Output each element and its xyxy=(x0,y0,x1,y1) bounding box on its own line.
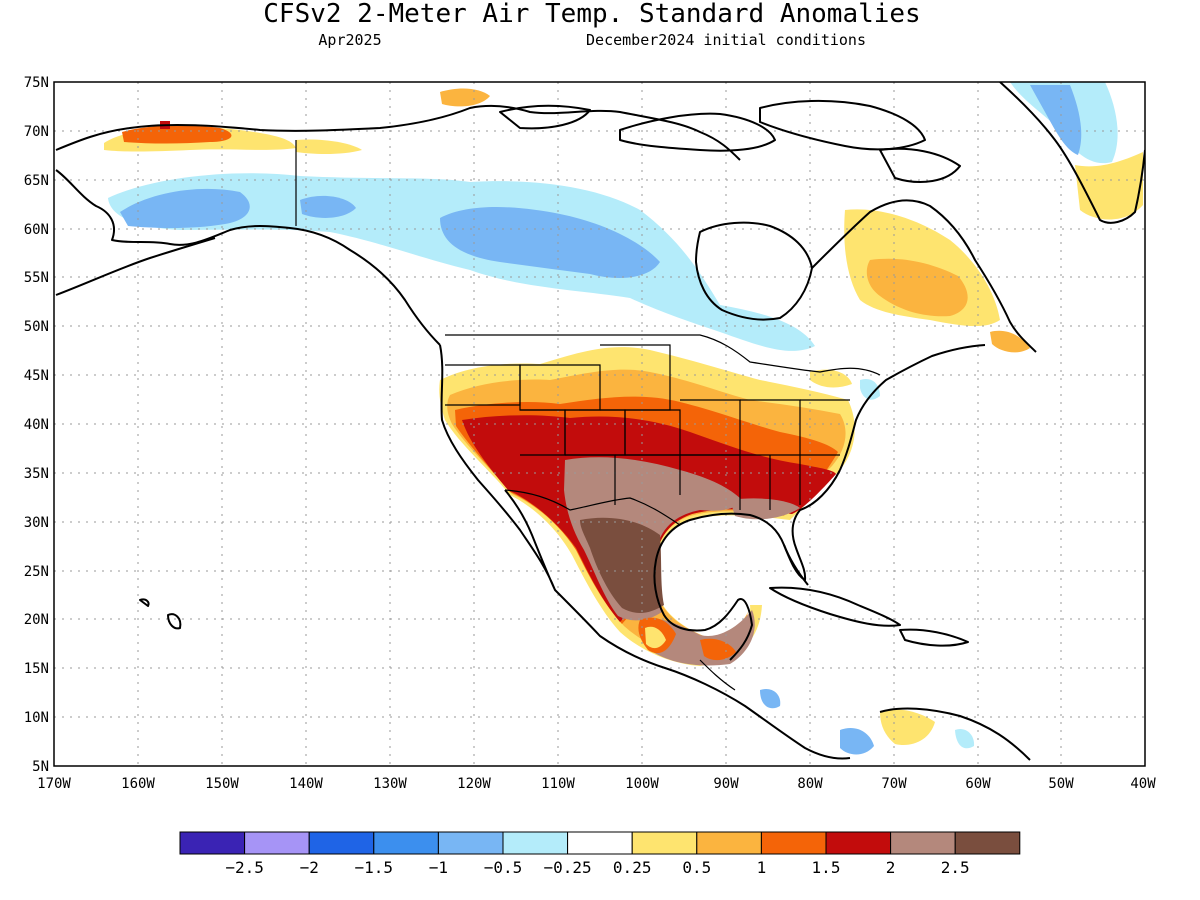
figure-title: CFSv2 2-Meter Air Temp. Standard Anomali… xyxy=(263,0,920,29)
valid-month: Apr2025 xyxy=(318,31,381,49)
colorbar-label: 1.5 xyxy=(812,858,841,877)
coastlines xyxy=(55,82,1145,761)
colorbar-label: −2.5 xyxy=(225,858,264,877)
lat-tick-label: 60N xyxy=(24,222,49,238)
lat-tick-label: 50N xyxy=(24,319,49,335)
lon-tick-label: 100W xyxy=(625,776,659,792)
lat-tick-label: 40N xyxy=(24,417,49,433)
colorbar-swatch xyxy=(760,831,827,855)
lon-tick-label: 160W xyxy=(121,776,155,792)
lat-tick-label: 35N xyxy=(24,466,49,482)
colorbar-label: −0.25 xyxy=(544,858,592,877)
lat-tick-label: 55N xyxy=(24,270,49,286)
lat-tick-label: 65N xyxy=(24,173,49,189)
lat-tick-label: 10N xyxy=(24,710,49,726)
lat-tick-label: 70N xyxy=(24,124,49,140)
colorbar-label: −1 xyxy=(429,858,448,877)
lat-tick-label: 15N xyxy=(24,661,49,677)
lon-tick-label: 110W xyxy=(541,776,575,792)
lat-tick-label: 25N xyxy=(24,564,49,580)
lon-tick-label: 40W xyxy=(1130,776,1156,792)
political-borders xyxy=(295,140,881,691)
lon-tick-label: 80W xyxy=(797,776,823,792)
colorbar-label: −0.5 xyxy=(484,858,523,877)
lon-tick-label: 60W xyxy=(965,776,991,792)
colorbar-swatch xyxy=(308,831,375,855)
colorbar-swatch xyxy=(631,831,698,855)
colorbar-label: −1.5 xyxy=(355,858,394,877)
lat-tick-label: 5N xyxy=(32,759,49,775)
lon-tick-label: 120W xyxy=(457,776,491,792)
colorbar-label: 0.5 xyxy=(682,858,711,877)
colorbar-swatch xyxy=(244,831,310,855)
colorbar-label: −2 xyxy=(300,858,319,877)
lat-tick-label: 30N xyxy=(24,515,49,531)
colorbar-swatch xyxy=(437,831,504,855)
colorbar-label: 2.5 xyxy=(941,858,970,877)
initial-conditions: December2024 initial conditions xyxy=(586,31,866,49)
colorbar-swatch xyxy=(179,831,246,855)
colorbar-swatch xyxy=(954,831,1021,855)
lat-tick-label: 75N xyxy=(24,75,49,91)
colorbar-swatch xyxy=(373,831,439,855)
colorbar-label: 2 xyxy=(886,858,896,877)
colorbar-swatch xyxy=(825,831,892,855)
colorbar-label: 1 xyxy=(757,858,767,877)
lon-tick-label: 70W xyxy=(881,776,907,792)
longitude-axis: 170W 160W 150W 140W 130W 120W 110W 100W … xyxy=(37,776,1156,792)
lon-tick-label: 150W xyxy=(205,776,239,792)
lon-tick-label: 140W xyxy=(289,776,323,792)
map-frame xyxy=(53,81,1146,767)
colorbar-swatch xyxy=(696,831,762,855)
lat-tick-label: 45N xyxy=(24,368,49,384)
latitude-axis: 75N 70N 65N 60N 55N 50N 45N 40N 35N 30N … xyxy=(24,75,49,775)
map-area xyxy=(54,82,1145,766)
colorbar: −2.5 −2 −1.5 −1 −0.5 −0.25 0.25 0.5 1 1.5 2 2.5 xyxy=(179,831,1021,877)
colorbar-swatch xyxy=(502,831,569,855)
lon-tick-label: 130W xyxy=(373,776,407,792)
lon-tick-label: 90W xyxy=(713,776,739,792)
colorbar-label: 0.25 xyxy=(613,858,652,877)
lat-tick-label: 20N xyxy=(24,612,49,628)
colorbar-swatch xyxy=(890,831,956,855)
anomaly-shading xyxy=(104,82,1143,755)
lon-tick-label: 50W xyxy=(1048,776,1074,792)
colorbar-swatch xyxy=(567,831,633,855)
lon-tick-label: 170W xyxy=(37,776,71,792)
